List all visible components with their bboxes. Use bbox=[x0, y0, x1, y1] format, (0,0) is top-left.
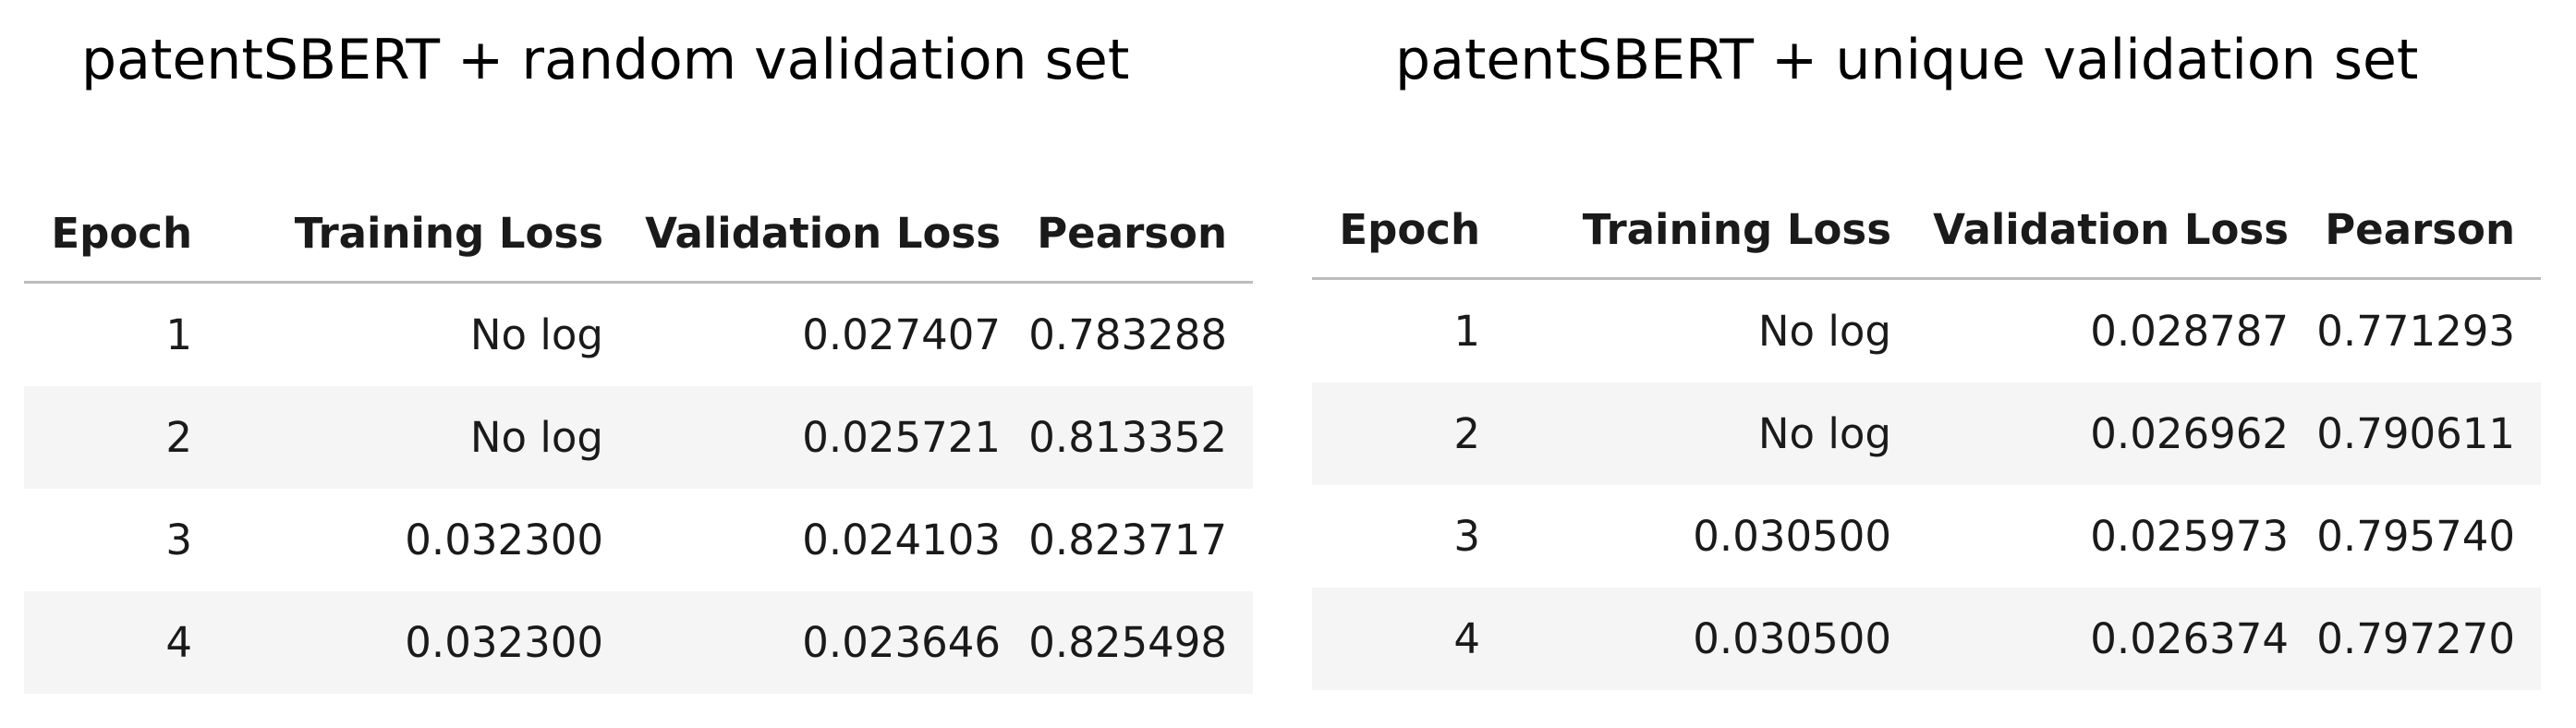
cell-pearson: 0.795740 bbox=[2315, 485, 2541, 588]
table-row: 2 No log 0.025721 0.813352 bbox=[24, 386, 1253, 489]
results-table: Epoch Training Loss Validation Loss Pear… bbox=[24, 185, 1253, 694]
column-header-pearson: Pearson bbox=[2315, 181, 2541, 279]
cell-pearson: 0.797270 bbox=[2315, 588, 2541, 690]
cell-validation-loss: 0.026374 bbox=[1917, 588, 2315, 690]
cell-epoch: 4 bbox=[1312, 588, 1506, 690]
table-row: 2 No log 0.026962 0.790611 bbox=[1312, 382, 2541, 485]
column-header-validation-loss: Validation Loss bbox=[1917, 181, 2315, 279]
cell-training-loss: 0.032300 bbox=[218, 591, 629, 694]
cell-epoch: 1 bbox=[1312, 279, 1506, 383]
table-row: 3 0.032300 0.024103 0.823717 bbox=[24, 489, 1253, 591]
cell-validation-loss: 0.025973 bbox=[1917, 485, 2315, 588]
cell-validation-loss: 0.028787 bbox=[1917, 279, 2315, 383]
cell-epoch: 3 bbox=[1312, 485, 1506, 588]
table-row: 3 0.030500 0.025973 0.795740 bbox=[1312, 485, 2541, 588]
table-header-row: Epoch Training Loss Validation Loss Pear… bbox=[1312, 181, 2541, 279]
cell-epoch: 2 bbox=[24, 386, 218, 489]
cell-training-loss: 0.030500 bbox=[1506, 485, 1917, 588]
column-header-epoch: Epoch bbox=[24, 185, 218, 283]
column-header-training-loss: Training Loss bbox=[1506, 181, 1917, 279]
table-row: 1 No log 0.027407 0.783288 bbox=[24, 283, 1253, 387]
cell-pearson: 0.825498 bbox=[1027, 591, 1253, 694]
cell-pearson: 0.783288 bbox=[1027, 283, 1253, 387]
cell-epoch: 1 bbox=[24, 283, 218, 387]
cell-epoch: 4 bbox=[24, 591, 218, 694]
table-row: 1 No log 0.028787 0.771293 bbox=[1312, 279, 2541, 383]
table-row: 4 0.030500 0.026374 0.797270 bbox=[1312, 588, 2541, 690]
cell-training-loss: No log bbox=[1506, 382, 1917, 485]
column-header-validation-loss: Validation Loss bbox=[629, 185, 1027, 283]
column-header-pearson: Pearson bbox=[1027, 185, 1253, 283]
cell-training-loss: No log bbox=[1506, 279, 1917, 383]
table-row: 4 0.032300 0.023646 0.825498 bbox=[24, 591, 1253, 694]
cell-training-loss: 0.030500 bbox=[1506, 588, 1917, 690]
column-header-epoch: Epoch bbox=[1312, 181, 1506, 279]
panel-title: patentSBERT + unique validation set bbox=[1395, 28, 2418, 92]
cell-validation-loss: 0.024103 bbox=[629, 489, 1027, 591]
cell-pearson: 0.771293 bbox=[2315, 279, 2541, 383]
cell-validation-loss: 0.023646 bbox=[629, 591, 1027, 694]
panel-title: patentSBERT + random validation set bbox=[81, 28, 1129, 92]
cell-validation-loss: 0.027407 bbox=[629, 283, 1027, 387]
cell-epoch: 2 bbox=[1312, 382, 1506, 485]
column-header-training-loss: Training Loss bbox=[218, 185, 629, 283]
cell-validation-loss: 0.025721 bbox=[629, 386, 1027, 489]
cell-training-loss: No log bbox=[218, 283, 629, 387]
cell-pearson: 0.813352 bbox=[1027, 386, 1253, 489]
cell-validation-loss: 0.026962 bbox=[1917, 382, 2315, 485]
cell-epoch: 3 bbox=[24, 489, 218, 591]
cell-pearson: 0.790611 bbox=[2315, 382, 2541, 485]
results-table: Epoch Training Loss Validation Loss Pear… bbox=[1312, 181, 2541, 690]
cell-training-loss: No log bbox=[218, 386, 629, 489]
table-header-row: Epoch Training Loss Validation Loss Pear… bbox=[24, 185, 1253, 283]
cell-pearson: 0.823717 bbox=[1027, 489, 1253, 591]
cell-training-loss: 0.032300 bbox=[218, 489, 629, 591]
